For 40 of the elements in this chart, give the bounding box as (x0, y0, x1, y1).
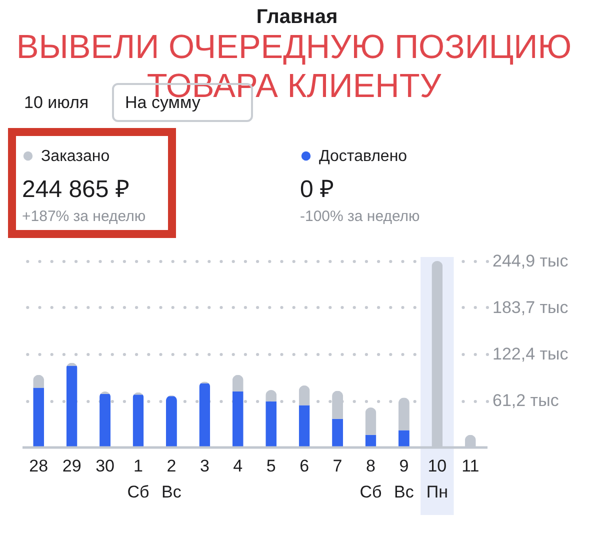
x-tick-label: 9 Вс (394, 456, 414, 502)
legend-label: Заказано (41, 148, 110, 165)
text: 0 ₽ (300, 176, 334, 203)
legend-label: Доставлено (319, 148, 408, 165)
text: -100% за неделю (300, 208, 420, 225)
x-tick-label: 6 (300, 456, 310, 476)
bar (398, 398, 410, 430)
bar (332, 418, 344, 447)
bar (132, 394, 144, 447)
chart-title: Главная (256, 6, 338, 28)
text: 244 865 ₽ (22, 176, 130, 203)
x-tick-label: 4 (233, 456, 243, 476)
x-tick-label: 3 (200, 456, 210, 476)
bar (398, 430, 410, 447)
bar (266, 401, 277, 447)
y-tick-label: 183,7 тыс (492, 298, 569, 317)
x-tick-label: 8 Сб (360, 456, 382, 502)
bar (365, 434, 376, 447)
bar (298, 405, 310, 447)
bar (199, 383, 210, 447)
y-tick-label: 61,2 тыс (492, 391, 560, 410)
y-tick-label: 244,9 тыс (492, 252, 569, 270)
bar (66, 366, 78, 447)
bar (100, 394, 111, 447)
x-tick-label: 11 (462, 456, 480, 476)
bar (365, 408, 376, 435)
y-tick-label: 122,4 тыс (492, 344, 569, 364)
x-tick-label: 29 (62, 456, 82, 476)
x-tick-label: 30 (96, 456, 114, 476)
x-tick-label: 10 Пн (426, 456, 448, 502)
x-tick-label: 28 (29, 456, 48, 476)
x-tick-label: 5 (266, 456, 276, 476)
text: 10 июля (24, 93, 89, 112)
x-tick-label: 1 Сб (127, 456, 150, 502)
x-tick-label: 2 Вс (162, 456, 182, 502)
bar (33, 388, 44, 447)
x-tick-label: 7 (332, 456, 342, 476)
text: +187% за неделю (22, 208, 146, 225)
bar (232, 392, 244, 447)
bar (166, 396, 177, 447)
